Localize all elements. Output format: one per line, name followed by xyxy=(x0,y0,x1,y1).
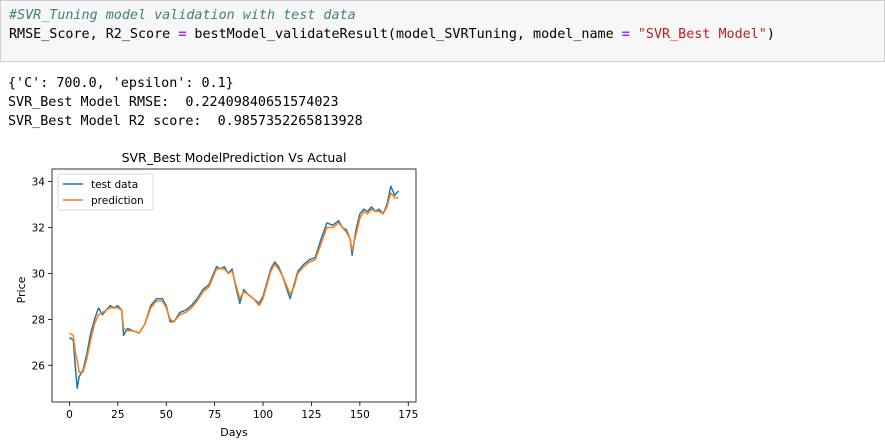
code-assign-op: = xyxy=(178,27,187,42)
code-call-line: RMSE_Score, R2_Score = bestModel_validat… xyxy=(9,27,775,42)
x-tick-label: 50 xyxy=(160,409,173,421)
x-tick-label: 150 xyxy=(350,409,370,421)
code-comment: #SVR_Tuning model validation with test d… xyxy=(9,8,356,23)
series-line-test-data xyxy=(69,185,400,389)
series-line-prediction xyxy=(69,192,399,373)
code-close: ) xyxy=(766,27,775,42)
y-tick-label: 34 xyxy=(32,177,46,189)
output-rmse: SVR_Best Model RMSE: 0.22409840651574023 xyxy=(8,95,339,110)
x-tick-label: 0 xyxy=(66,409,73,421)
output-params: {'C': 700.0, 'epsilon': 0.1} xyxy=(8,76,234,91)
code-comment-line: #SVR_Tuning model validation with test d… xyxy=(9,8,356,23)
output-r2: SVR_Best Model R2 score: 0.9857352265813… xyxy=(8,114,363,129)
x-tick-label: 75 xyxy=(208,409,221,421)
prediction-chart: SVR_Best ModelPrediction Vs Actual Days … xyxy=(15,150,418,439)
code-cell-input[interactable]: #SVR_Tuning model validation with test d… xyxy=(0,0,885,62)
x-tick-label: 100 xyxy=(253,409,273,421)
code-kwarg-op: = xyxy=(621,27,630,42)
legend-box xyxy=(57,173,154,211)
x-tick-label: 25 xyxy=(111,409,124,421)
chart-y-axis-label: Price xyxy=(15,276,28,303)
code-space xyxy=(630,27,638,42)
y-tick-label: 30 xyxy=(32,268,45,280)
x-tick-label: 175 xyxy=(398,409,418,421)
x-tick-label: 125 xyxy=(301,409,321,421)
chart-x-axis-label: Days xyxy=(220,426,248,439)
y-tick-label: 28 xyxy=(32,314,45,326)
chart-title: SVR_Best ModelPrediction Vs Actual xyxy=(122,150,347,165)
y-tick-label: 26 xyxy=(32,360,46,372)
code-lhs: RMSE_Score, R2_Score xyxy=(9,27,179,42)
code-string: "SVR_Best Model" xyxy=(637,27,767,42)
y-tick-label: 32 xyxy=(32,223,45,235)
legend-label: test data xyxy=(91,179,138,191)
legend-label: prediction xyxy=(91,195,144,207)
plot-frame xyxy=(51,168,417,403)
code-call: bestModel_validateResult(model_SVRTuning… xyxy=(186,27,622,42)
